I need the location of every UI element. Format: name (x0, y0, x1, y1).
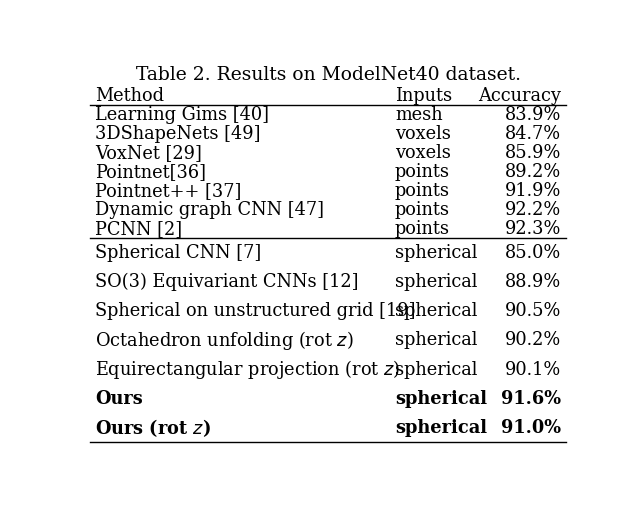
Text: Octahedron unfolding (rot $z$): Octahedron unfolding (rot $z$) (95, 329, 353, 352)
Text: 88.9%: 88.9% (505, 273, 561, 291)
Text: 85.0%: 85.0% (505, 244, 561, 262)
Text: Pointnet++ [37]: Pointnet++ [37] (95, 182, 241, 200)
Text: spherical: spherical (395, 244, 477, 262)
Text: points: points (395, 220, 450, 238)
Text: 91.0%: 91.0% (501, 419, 561, 437)
Text: Method: Method (95, 87, 164, 106)
Text: Ours: Ours (95, 390, 143, 408)
Text: 89.2%: 89.2% (505, 163, 561, 181)
Text: Inputs: Inputs (395, 87, 452, 106)
Text: 90.1%: 90.1% (505, 361, 561, 379)
Text: Learning Gims [40]: Learning Gims [40] (95, 106, 269, 124)
Text: spherical: spherical (395, 331, 477, 349)
Text: 90.5%: 90.5% (505, 302, 561, 320)
Text: points: points (395, 182, 450, 200)
Text: spherical: spherical (395, 361, 477, 379)
Text: Equirectangular projection (rot $z$): Equirectangular projection (rot $z$) (95, 358, 400, 381)
Text: Spherical CNN [7]: Spherical CNN [7] (95, 244, 261, 262)
Text: Ours (rot $z$): Ours (rot $z$) (95, 417, 211, 439)
Text: 91.6%: 91.6% (501, 390, 561, 408)
Text: 84.7%: 84.7% (505, 125, 561, 143)
Text: spherical: spherical (395, 273, 477, 291)
Text: points: points (395, 201, 450, 219)
Text: 92.2%: 92.2% (505, 201, 561, 219)
Text: Dynamic graph CNN [47]: Dynamic graph CNN [47] (95, 201, 324, 219)
Text: 92.3%: 92.3% (505, 220, 561, 238)
Text: voxels: voxels (395, 144, 451, 162)
Text: 83.9%: 83.9% (505, 106, 561, 124)
Text: Spherical on unstructured grid [19]: Spherical on unstructured grid [19] (95, 302, 415, 320)
Text: PCNN [2]: PCNN [2] (95, 220, 182, 238)
Text: VoxNet [29]: VoxNet [29] (95, 144, 202, 162)
Text: SO(3) Equivariant CNNs [12]: SO(3) Equivariant CNNs [12] (95, 273, 358, 291)
Text: 91.9%: 91.9% (505, 182, 561, 200)
Text: 90.2%: 90.2% (505, 331, 561, 349)
Text: Accuracy: Accuracy (478, 87, 561, 106)
Text: 3DShapeNets [49]: 3DShapeNets [49] (95, 125, 260, 143)
Text: spherical: spherical (395, 302, 477, 320)
Text: spherical: spherical (395, 419, 487, 437)
Text: spherical: spherical (395, 390, 487, 408)
Text: 85.9%: 85.9% (505, 144, 561, 162)
Text: voxels: voxels (395, 125, 451, 143)
Text: Pointnet[36]: Pointnet[36] (95, 163, 206, 181)
Text: Table 2. Results on ModelNet40 dataset.: Table 2. Results on ModelNet40 dataset. (136, 66, 520, 84)
Text: points: points (395, 163, 450, 181)
Text: mesh: mesh (395, 106, 443, 124)
